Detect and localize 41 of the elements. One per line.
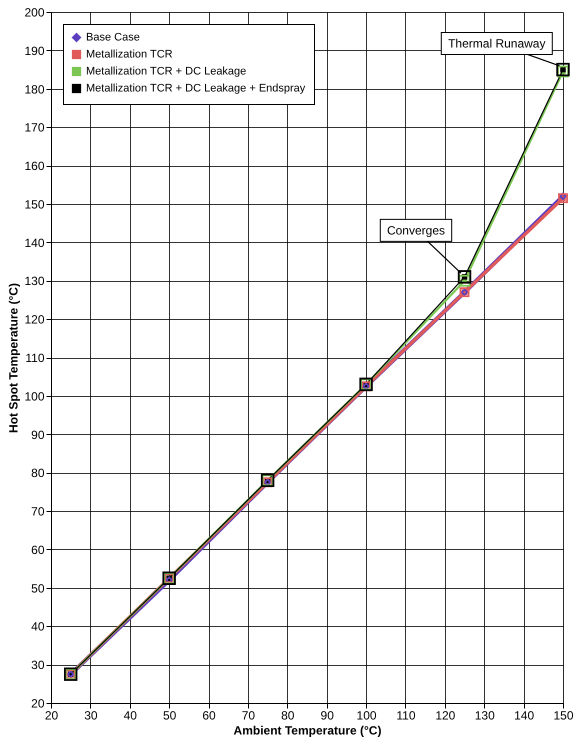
- y-tick-label: 140: [24, 236, 45, 250]
- legend-label: Metallization TCR + DC Leakage + Endspray: [86, 82, 306, 94]
- y-tick-label: 100: [24, 389, 45, 404]
- x-tick-label: 30: [84, 708, 98, 722]
- x-tick-label: 100: [356, 708, 377, 722]
- x-tick-label: 110: [396, 708, 416, 722]
- legend-label: Metallization TCR: [86, 48, 173, 60]
- y-tick-label: 150: [24, 197, 45, 212]
- y-tick-label: 190: [24, 44, 45, 58]
- y-tick-label: 60: [31, 542, 45, 557]
- x-axis-title: Ambient Temperature (°C): [234, 724, 382, 738]
- x-tick-label: 50: [162, 708, 177, 722]
- y-tick-label: 130: [24, 274, 45, 288]
- annotation: Thermal Runaway: [448, 36, 546, 51]
- x-tick-label: 60: [202, 708, 216, 722]
- x-tick-label: 140: [514, 708, 534, 722]
- x-tick-label: 90: [320, 708, 334, 722]
- x-tick-label: 40: [124, 708, 138, 722]
- y-tick-label: 50: [31, 581, 45, 596]
- x-tick-label: 120: [435, 708, 456, 722]
- y-tick-label: 120: [24, 312, 45, 327]
- legend-label: Metallization TCR + DC Leakage: [86, 66, 246, 78]
- y-tick-label: 40: [31, 620, 45, 634]
- legend-label: Base Case: [86, 32, 140, 44]
- x-tick-label: 150: [553, 708, 574, 722]
- y-tick-label: 30: [31, 658, 45, 672]
- y-tick-label: 180: [24, 82, 45, 96]
- y-tick-label: 20: [31, 696, 45, 710]
- x-tick-label: 80: [281, 708, 295, 722]
- x-tick-label: 70: [242, 708, 256, 722]
- y-axis-title: Hot Spot Temperature (°C): [6, 283, 20, 433]
- x-tick-label: 20: [44, 708, 58, 722]
- y-tick-label: 110: [25, 351, 45, 365]
- y-tick-label: 90: [31, 428, 45, 442]
- y-tick-label: 80: [31, 466, 45, 480]
- y-tick-label: 200: [24, 6, 45, 20]
- y-tick-label: 170: [24, 120, 45, 135]
- y-tick-label: 160: [24, 159, 45, 174]
- annotation: Converges: [386, 223, 445, 238]
- y-tick-label: 70: [31, 504, 45, 519]
- x-tick-label: 130: [474, 708, 496, 722]
